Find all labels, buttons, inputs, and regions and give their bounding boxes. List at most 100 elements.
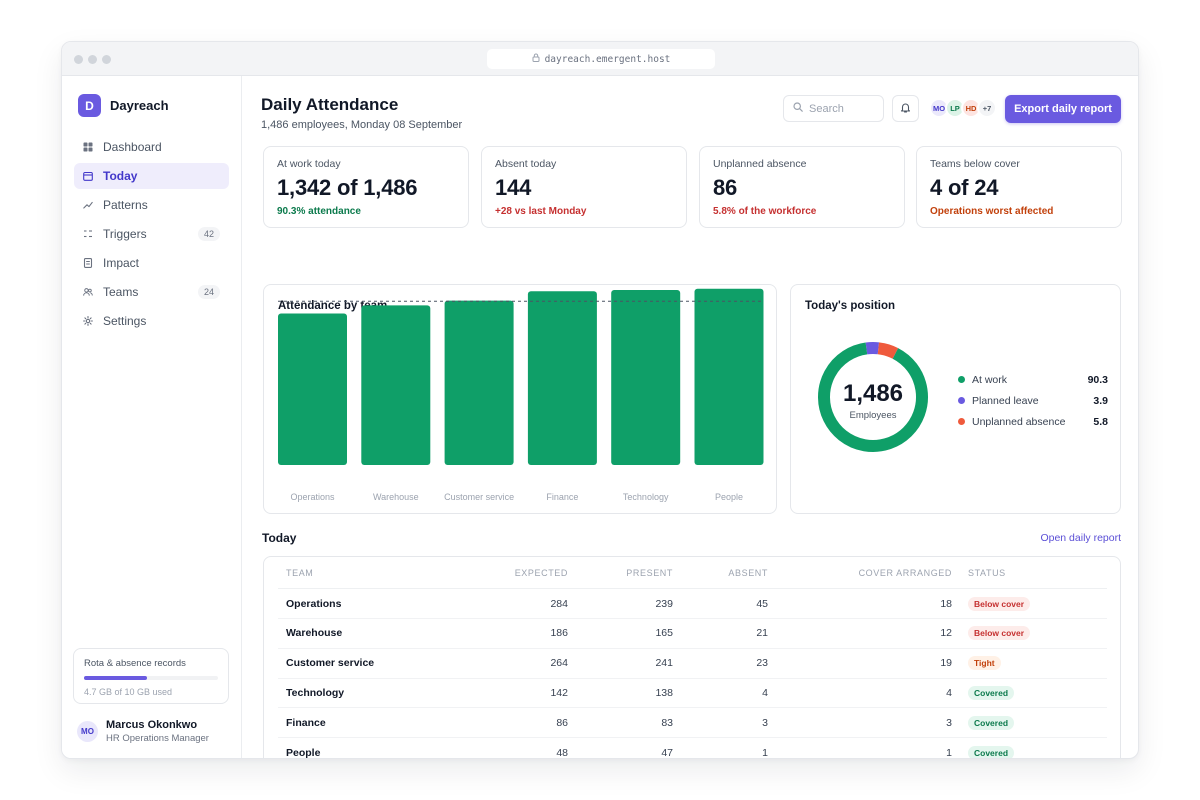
cell-cover: 19 bbox=[940, 657, 952, 670]
bar-warehouse[interactable] bbox=[361, 305, 431, 465]
trend-icon bbox=[83, 200, 93, 210]
legend-label: Unplanned absence bbox=[972, 415, 1066, 428]
bar-technology[interactable] bbox=[611, 290, 681, 465]
notifications-button[interactable] bbox=[892, 95, 919, 122]
cell-cover: 12 bbox=[940, 627, 952, 640]
document-icon bbox=[83, 258, 93, 268]
legend-swatch bbox=[958, 376, 965, 383]
sidebar-item-label: Today bbox=[103, 169, 138, 183]
cell-present: 138 bbox=[655, 686, 673, 699]
cell-team: Finance bbox=[286, 716, 326, 729]
cell-team: Warehouse bbox=[286, 627, 343, 640]
sidebar-item-label: Patterns bbox=[103, 198, 148, 212]
column-header: COVER ARRANGED bbox=[858, 567, 952, 578]
table-row[interactable]: Customer service 264 241 23 19 Tight bbox=[278, 649, 1107, 679]
status-badge: Covered bbox=[968, 746, 1015, 758]
bar-customer-service[interactable] bbox=[444, 300, 514, 465]
cell-present: 47 bbox=[661, 747, 673, 759]
cell-team: People bbox=[286, 747, 321, 759]
team-avatars[interactable]: MO LP HD +7 bbox=[929, 98, 997, 119]
legend-swatch bbox=[958, 418, 965, 425]
user-avatar: MO bbox=[77, 721, 98, 742]
storage-progress-track bbox=[84, 676, 218, 680]
search-icon bbox=[793, 102, 803, 115]
x-tick-label: Operations bbox=[290, 492, 335, 502]
kpi-label: Unplanned absence bbox=[713, 158, 807, 170]
legend-value: 90.3 bbox=[1087, 373, 1108, 386]
open-daily-report-link[interactable]: Open daily report bbox=[1040, 532, 1121, 544]
attendance-bar-chart: Operations Warehouse Customer service Finan… bbox=[278, 288, 764, 502]
storage-title: Rota & absence records bbox=[84, 658, 186, 669]
position-donut-chart: 1,486 Employees bbox=[818, 342, 928, 452]
legend-item: At work 90.3 bbox=[958, 369, 1108, 390]
column-header: ABSENT bbox=[728, 567, 768, 578]
cell-present: 83 bbox=[661, 716, 673, 729]
sidebar-item-patterns[interactable]: Patterns bbox=[74, 192, 229, 218]
cell-status: Tight bbox=[952, 656, 1092, 671]
cell-expected: 86 bbox=[556, 716, 568, 729]
kpi-value: 144 bbox=[495, 175, 532, 200]
table-row[interactable]: Warehouse 186 165 21 12 Below cover bbox=[278, 619, 1107, 649]
sidebar-item-triggers[interactable]: Triggers 42 bbox=[74, 221, 229, 247]
sidebar-item-settings[interactable]: Settings bbox=[74, 308, 229, 334]
legend-item: Planned leave 3.9 bbox=[958, 390, 1108, 411]
more-members-avatar[interactable]: +7 bbox=[977, 98, 997, 118]
cell-expected: 284 bbox=[550, 597, 568, 610]
sidebar-nav: Dashboard Today Patterns Triggers 42 Impact Te… bbox=[74, 134, 229, 337]
kpi-value: 86 bbox=[713, 175, 738, 200]
sidebar-item-today[interactable]: Today bbox=[74, 163, 229, 189]
bell-icon bbox=[900, 100, 911, 118]
kpi-note: 5.8% of the workforce bbox=[713, 206, 817, 217]
x-tick-label: Warehouse bbox=[373, 492, 419, 502]
bar-finance[interactable] bbox=[527, 291, 597, 465]
user-profile[interactable]: MO Marcus Okonkwo HR Operations Manager bbox=[77, 719, 209, 744]
calendar-icon bbox=[83, 171, 93, 181]
slice-unplanned-absence[interactable] bbox=[877, 342, 899, 359]
status-badge: Below cover bbox=[968, 626, 1031, 641]
legend-label: Planned leave bbox=[972, 394, 1039, 407]
slice-at-work[interactable] bbox=[818, 342, 928, 452]
cell-expected: 264 bbox=[550, 657, 568, 670]
sidebar-item-impact[interactable]: Impact bbox=[74, 250, 229, 276]
window-close-dot[interactable] bbox=[74, 55, 83, 64]
search-placeholder: Search bbox=[809, 102, 844, 115]
cell-status: Covered bbox=[952, 746, 1092, 758]
kpi-card: At work today 1,342 of 1,486 90.3% attenda… bbox=[263, 146, 469, 228]
sidebar-item-label: Teams bbox=[103, 285, 139, 299]
window-maximize-dot[interactable] bbox=[102, 55, 111, 64]
storage-card: Rota & absence records 4.7 GB of 10 GB u… bbox=[73, 648, 229, 704]
table-row[interactable]: Technology 142 138 4 4 Covered bbox=[278, 678, 1107, 709]
cell-absent: 45 bbox=[756, 597, 768, 610]
window-minimize-dot[interactable] bbox=[88, 55, 97, 64]
sidebar-item-teams[interactable]: Teams 24 bbox=[74, 279, 229, 305]
sidebar-item-label: Dashboard bbox=[103, 140, 162, 154]
donut-center-value: 1,486 bbox=[843, 380, 903, 407]
column-header: PRESENT bbox=[626, 567, 673, 578]
kpi-card: Teams below cover 4 of 24 Operations worst… bbox=[916, 146, 1122, 228]
cell-absent: 23 bbox=[756, 657, 768, 670]
cell-status: Below cover bbox=[952, 596, 1092, 611]
kpi-card: Absent today 144 +28 vs last Monday bbox=[481, 146, 687, 228]
sidebar-item-dashboard[interactable]: Dashboard bbox=[74, 134, 229, 160]
brand[interactable]: D Dayreach bbox=[78, 94, 169, 117]
table-row[interactable]: Operations 284 239 45 18 Below cover bbox=[278, 589, 1107, 619]
cell-team: Operations bbox=[286, 597, 342, 610]
url-text: dayreach.emergent.host bbox=[544, 53, 671, 65]
sidebar-item-label: Settings bbox=[103, 314, 147, 328]
cell-cover: 18 bbox=[940, 597, 952, 610]
column-header: TEAM bbox=[286, 567, 314, 578]
user-name: Marcus Okonkwo bbox=[106, 719, 198, 731]
position-legend: At work 90.3 Planned leave 3.9 Unplanned abs… bbox=[958, 369, 1108, 432]
legend-swatch bbox=[958, 397, 965, 404]
bar-operations[interactable] bbox=[278, 313, 347, 465]
table-row[interactable]: People 48 47 1 1 Covered bbox=[278, 738, 1107, 759]
search-input[interactable]: Search bbox=[783, 95, 884, 122]
address-bar[interactable]: dayreach.emergent.host bbox=[487, 49, 715, 69]
status-badge: Covered bbox=[968, 685, 1015, 700]
sidebar: D Dayreach Dashboard Today Patterns Trigger… bbox=[62, 76, 242, 758]
export-daily-report-button[interactable]: Export daily report bbox=[1005, 95, 1121, 123]
brand-logo: D bbox=[78, 94, 101, 117]
bar-people[interactable] bbox=[694, 288, 764, 465]
table-row[interactable]: Finance 86 83 3 3 Covered bbox=[278, 708, 1107, 739]
column-header: EXPECTED bbox=[514, 567, 568, 578]
